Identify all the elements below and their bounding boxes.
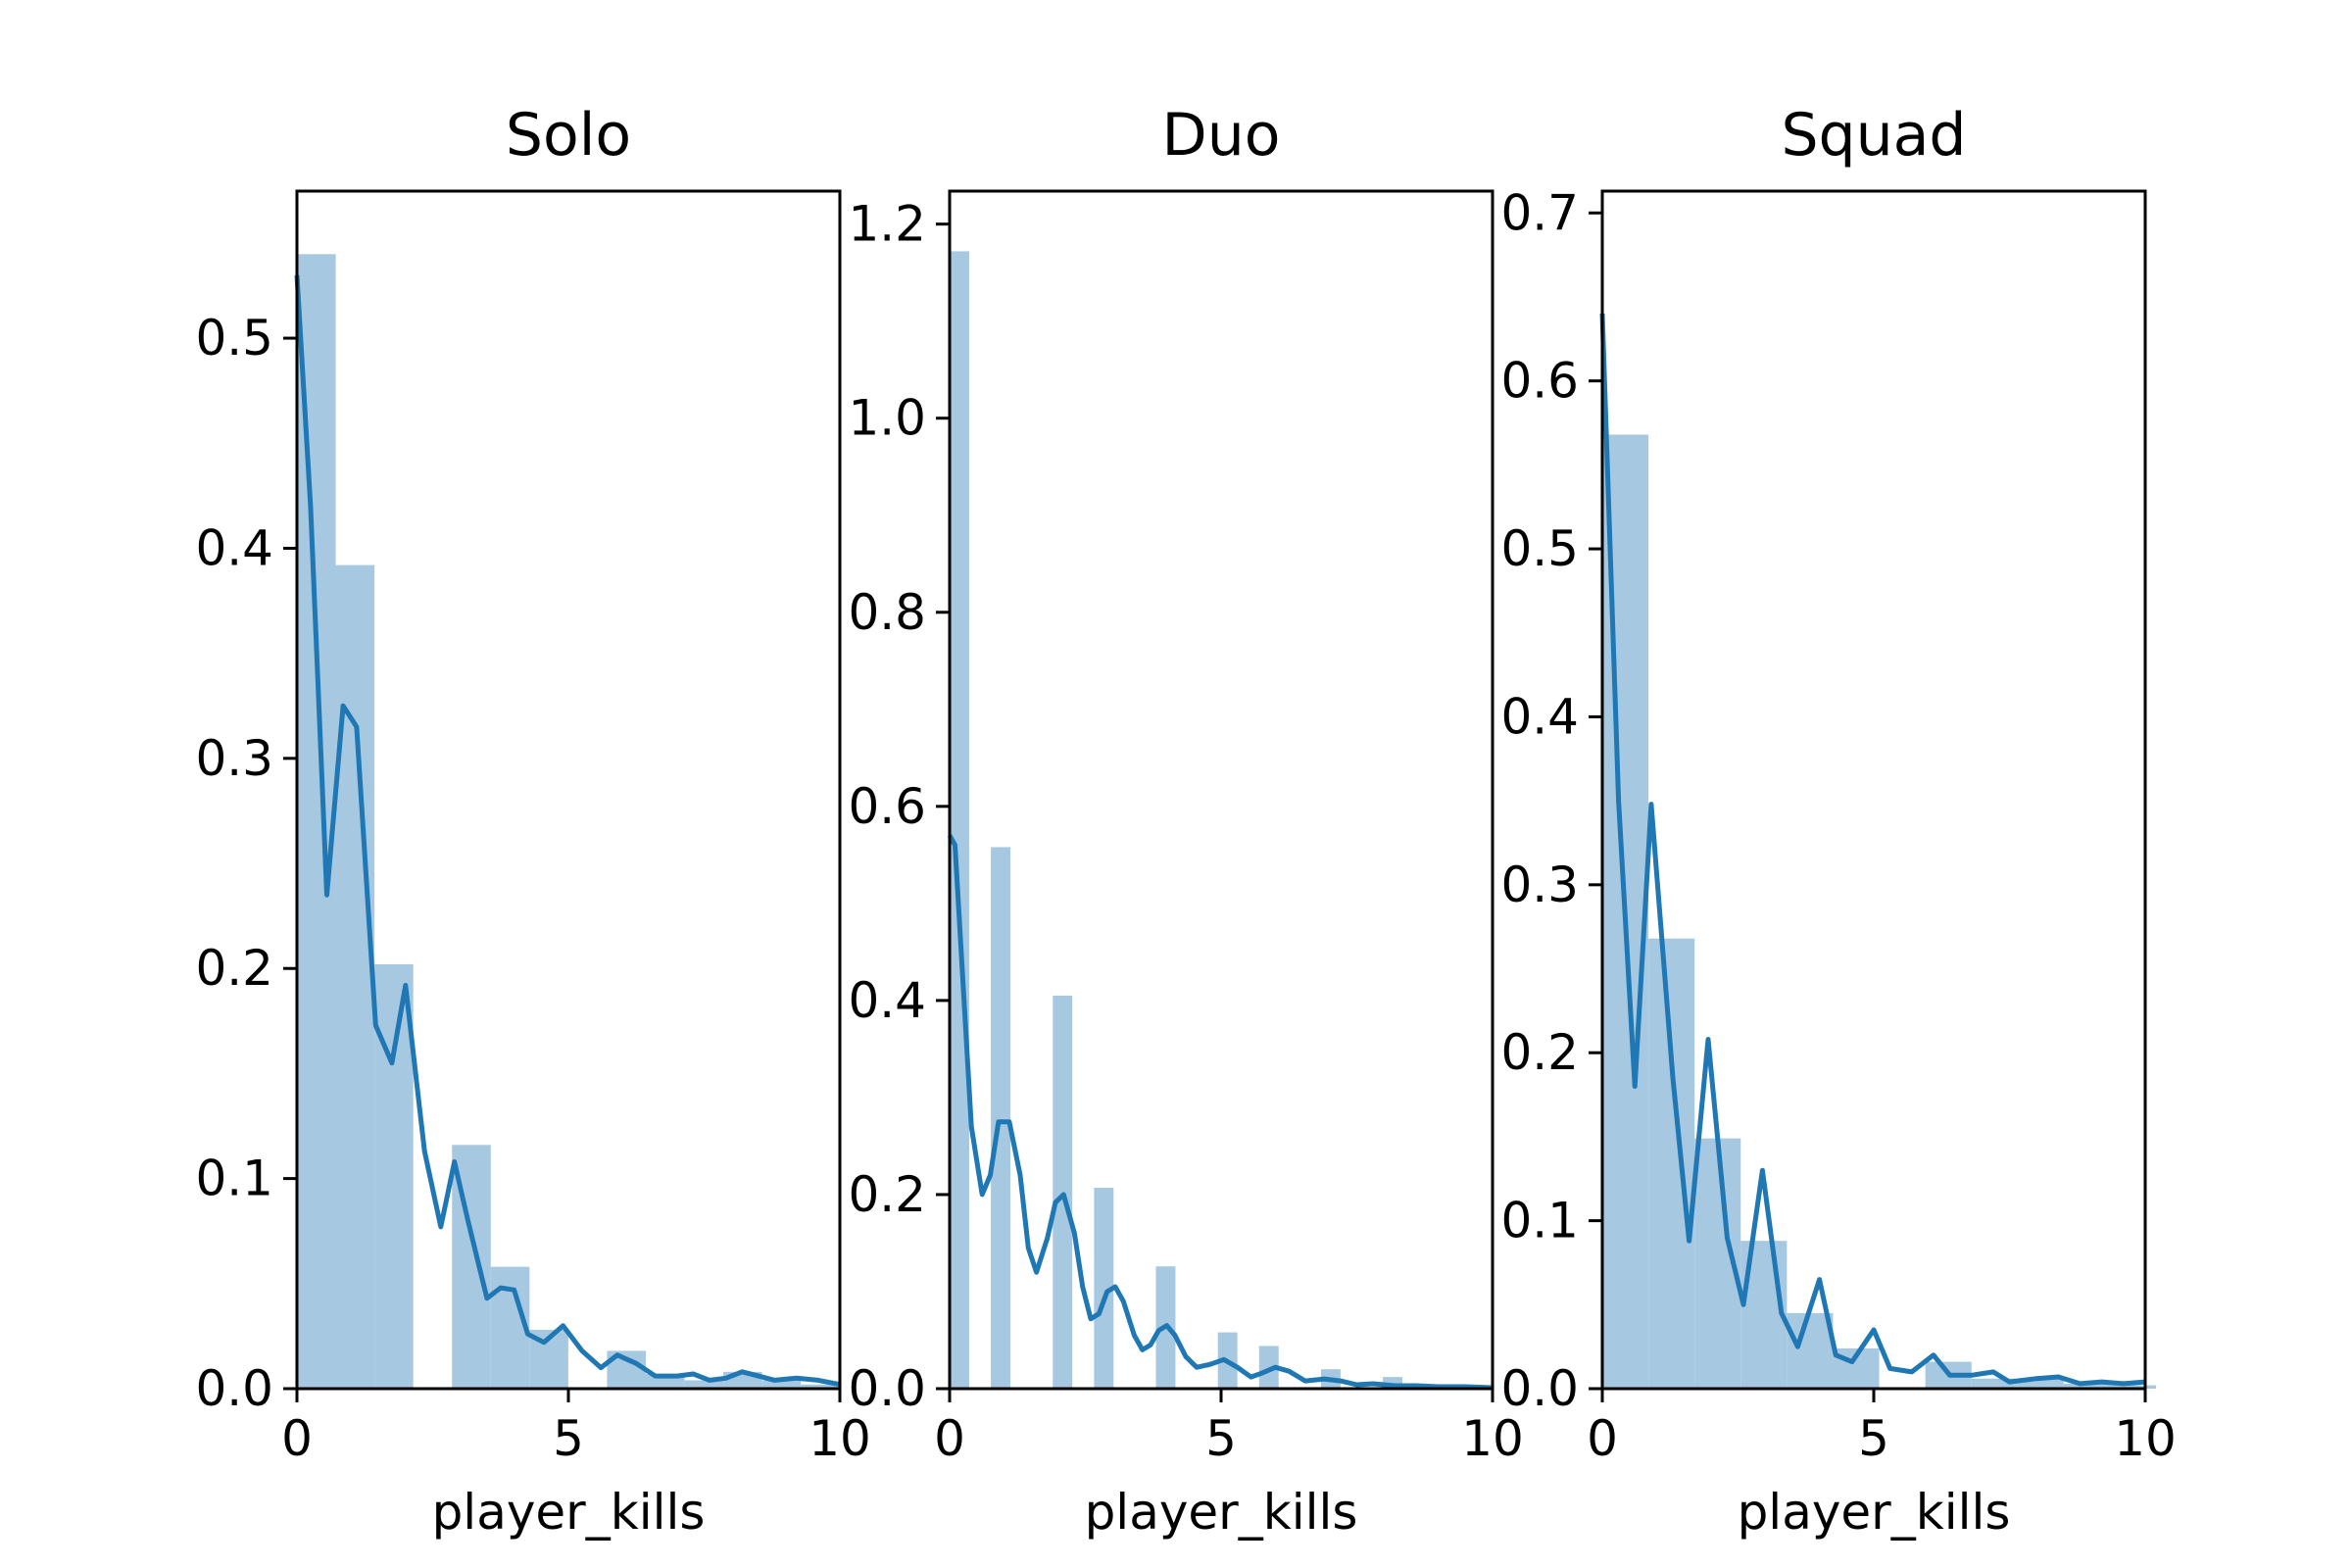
- y-tick-label: 1.2: [848, 196, 926, 253]
- x-tick-label: 10: [1461, 1410, 1524, 1467]
- x-tick-label: 10: [808, 1410, 871, 1467]
- histogram-bars: [297, 254, 840, 1389]
- x-tick-label: 10: [2114, 1410, 2177, 1467]
- histogram-bar-10: [684, 1380, 724, 1389]
- histogram-bar-3: [1094, 1188, 1114, 1389]
- y-tick-label: 0.5: [1500, 520, 1579, 577]
- histogram-bar-1: [335, 564, 375, 1389]
- histogram-bar-8: [1971, 1378, 2018, 1389]
- x-axis-label: player_kills: [1738, 1484, 2011, 1541]
- x-tick-label: 5: [1205, 1410, 1237, 1467]
- y-tick-label: 0.2: [848, 1166, 926, 1223]
- y-tick-label: 0.7: [1500, 184, 1579, 241]
- kde-line: [947, 834, 1494, 1391]
- y-tick-label: 0.3: [1500, 857, 1579, 913]
- y-tick-label: 0.1: [1500, 1193, 1579, 1250]
- x-tick-label: 0: [934, 1410, 965, 1467]
- y-tick-label: 0.0: [848, 1360, 926, 1417]
- histogram-bar-13: [801, 1384, 840, 1389]
- histogram-bar-2: [374, 963, 414, 1389]
- y-tick-label: 0.5: [195, 310, 273, 367]
- histogram-bar-6: [1258, 1346, 1279, 1389]
- y-tick-label: 0.3: [195, 730, 273, 787]
- subplot-solo: 0 5 10 0.0 0.1 0.2 0.3 0.4 0.5 Solo player_kills: [195, 101, 870, 1541]
- x-axis-label: player_kills: [1085, 1484, 1358, 1541]
- y-tick-label: 0.1: [195, 1151, 273, 1207]
- histogram-bar-9: [2017, 1378, 2064, 1389]
- x-tick-label: 5: [553, 1410, 584, 1467]
- x-tick-label: 5: [1858, 1410, 1889, 1467]
- y-tick-label: 0.2: [1500, 1024, 1579, 1081]
- histogram-bar-4: [1787, 1312, 1834, 1389]
- y-tick-label: 0.0: [1500, 1360, 1579, 1417]
- y-tick-label: 0.0: [195, 1360, 273, 1417]
- y-tick-label: 0.8: [848, 584, 926, 641]
- subplot-title: Solo: [506, 101, 631, 170]
- y-tick-label: 1.0: [848, 390, 926, 447]
- histogram-bar-10: [2063, 1383, 2110, 1389]
- y-tick-label: 0.6: [848, 778, 926, 835]
- x-axis-label: player_kills: [432, 1484, 706, 1541]
- histogram-bar-12: [761, 1380, 802, 1389]
- histogram-bar-1: [991, 847, 1011, 1389]
- y-tick-label: 0.2: [195, 940, 273, 997]
- y-tick-label: 0.4: [848, 972, 926, 1029]
- histogram-bar-1: [1648, 938, 1695, 1389]
- y-tick-label: 0.6: [1500, 353, 1579, 410]
- subplot-title: Duo: [1162, 101, 1281, 170]
- histogram-bar-0: [950, 251, 969, 1389]
- y-tick-label: 0.4: [1500, 688, 1579, 745]
- histogram-bar-11: [2109, 1385, 2157, 1389]
- subplot-title: Squad: [1781, 101, 1966, 170]
- histogram-bar-8: [1383, 1377, 1403, 1389]
- y-tick-label: 0.4: [195, 519, 273, 576]
- histogram-bars: [950, 251, 1465, 1389]
- x-tick-label: 0: [1587, 1410, 1618, 1467]
- histogram-bar-2: [1053, 995, 1073, 1389]
- kde-line: [1599, 314, 2146, 1387]
- subplot-squad: 0 5 10 0.0 0.1 0.2 0.3 0.4 0.5 0.6 0.7 Squad player_…: [1500, 101, 2176, 1541]
- subplot-duo: 0 5 10 0.0 0.2 0.4 0.6 0.8 1.0 1.2 Duo player_kills: [848, 101, 1523, 1541]
- x-tick-label: 0: [281, 1410, 313, 1467]
- kde-line: [294, 274, 841, 1388]
- histogram-bar-0: [297, 254, 336, 1389]
